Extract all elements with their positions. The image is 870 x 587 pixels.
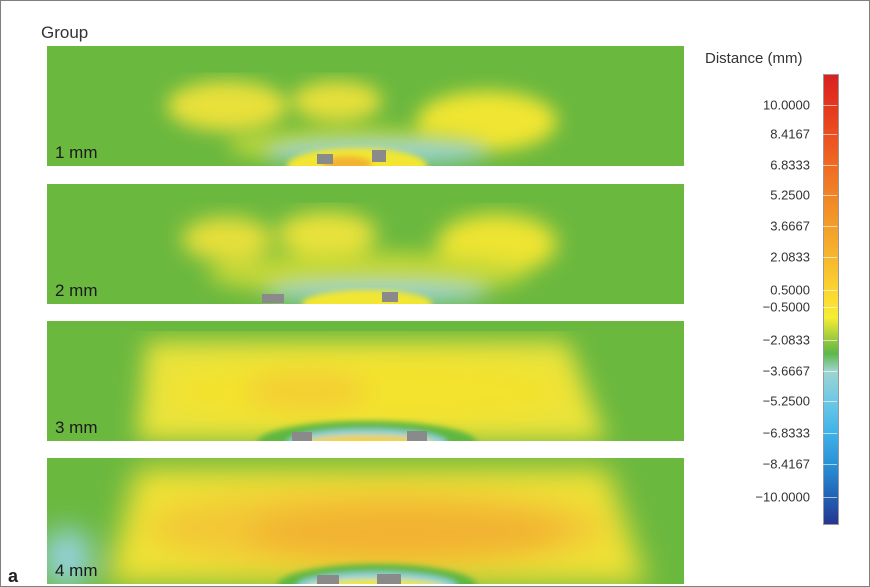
heatmap-panel-4mm: 4 mm [47, 458, 684, 584]
legend-tick-label: −10.0000 [755, 489, 810, 505]
legend-tick-mark [823, 226, 837, 227]
legend-tick-label: 6.8333 [770, 157, 810, 173]
heatmap-panel-3mm: 3 mm [47, 321, 684, 441]
legend-tick-label: −6.8333 [762, 425, 810, 441]
legend-tick-label: −0.5000 [762, 299, 810, 315]
legend-tick-mark [823, 134, 837, 135]
legend-title: Distance (mm) [705, 50, 803, 67]
heatmap-image [47, 321, 684, 441]
legend-tick-mark [823, 371, 837, 372]
legend-tick-label: −2.0833 [762, 332, 810, 348]
heatmap-image [47, 46, 684, 166]
legend-tick-mark [823, 165, 837, 166]
legend-tick-label: 5.2500 [770, 187, 810, 203]
legend-tick-label: −3.6667 [762, 363, 810, 379]
legend-tick-label: −5.2500 [762, 393, 810, 409]
panel-label: 2 mm [55, 281, 98, 300]
panel-label: 3 mm [55, 418, 98, 437]
legend-tick-mark [823, 401, 837, 402]
legend-tick-mark [823, 340, 837, 341]
legend-tick-mark [823, 307, 837, 308]
legend-tick-mark [823, 464, 837, 465]
legend-tick-mark [823, 257, 837, 258]
legend-tick-mark [823, 195, 837, 196]
legend-tick-label: 2.0833 [770, 249, 810, 265]
legend-tick-mark [823, 105, 837, 106]
legend-tick-label: −8.4167 [762, 456, 810, 472]
panel-letter: a [8, 566, 19, 586]
legend-tick-label: 3.6667 [770, 218, 810, 234]
legend-tick-mark [823, 290, 837, 291]
group-title: Group [41, 23, 89, 42]
color-scale-bar [823, 74, 839, 525]
legend-tick-mark [823, 433, 837, 434]
heatmap-image [47, 184, 684, 304]
heatmap-panel-2mm: 2 mm [47, 184, 684, 304]
legend-tick-label: 8.4167 [770, 126, 810, 142]
panel-label: 4 mm [55, 561, 98, 580]
legend-tick-label: 0.5000 [770, 282, 810, 298]
legend-tick-label: 10.0000 [763, 97, 810, 113]
heatmap-image [47, 458, 684, 584]
heatmap-panel-1mm: 1 mm [47, 46, 684, 166]
panel-label: 1 mm [55, 143, 98, 162]
legend-tick-mark [823, 497, 837, 498]
